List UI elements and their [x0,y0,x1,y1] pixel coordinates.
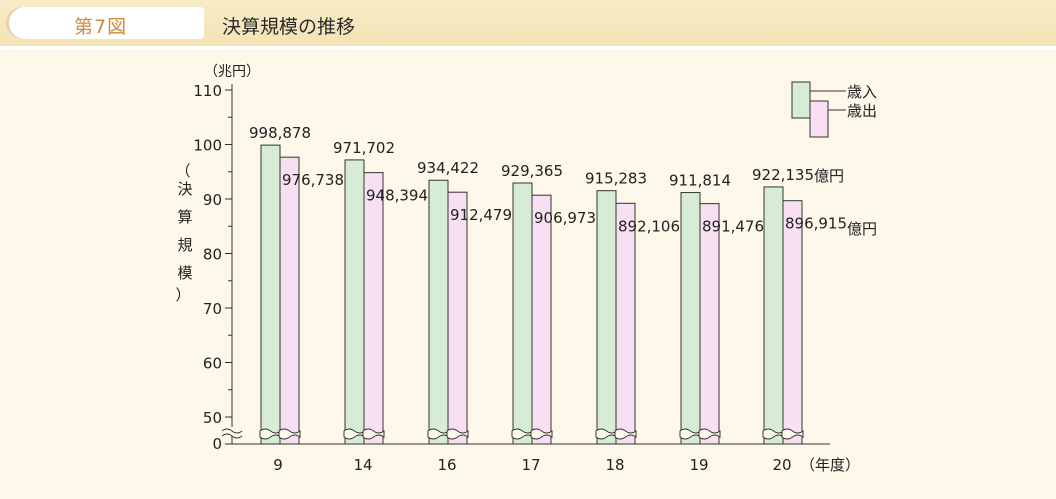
bar-break-mark [530,428,553,440]
legend-swatch-expenditure [809,100,829,138]
bar-break-mark [278,428,301,440]
revenue-value-label: 911,814 [669,172,731,190]
revenue-value-label: 915,283 [585,170,647,188]
expenditure-value-label: 906,973 [534,209,596,227]
y-tick-label: 80 [203,246,222,264]
bar-revenue [680,192,701,445]
bar-revenue [596,190,617,445]
expenditure-value-label: 912,479 [450,206,512,224]
x-tick-label: 19 [689,456,708,474]
expenditure-value-label: 892,106 [618,217,680,235]
expenditure-value-label: 891,476 [702,218,764,236]
bar-revenue [260,144,281,445]
bar-expenditure [782,200,803,445]
y-axis-label-char: 決 [177,180,192,198]
revenue-value-label: 998,878 [249,124,311,142]
bar-break-mark [614,428,637,440]
figure-number-tab [6,7,204,39]
bar-expenditure [615,202,636,445]
bar-expenditure [447,191,468,445]
bar-expenditure [279,156,300,445]
figure-number: 第7図 [74,16,128,38]
bar-expenditure [531,194,552,445]
y-axis-label-char: 算 [177,208,192,226]
legend-label-expenditure: 歳出 [847,102,877,120]
y-tick-label: 110 [193,82,222,100]
bar-revenue [512,182,533,445]
y-tick-label: 60 [203,355,222,373]
expenditure-unit-label: 億円 [847,220,877,238]
y-label-paren-open: （ [175,162,190,180]
y-unit-label: （兆円） [204,64,260,80]
y-tick-label: 50 [203,409,222,427]
y-label-paren-close: ） [175,286,190,304]
x-tick-label: 9 [273,456,283,474]
y-tick-label: 100 [193,137,222,155]
figure-header: 第7図 決算規模の推移 [0,0,1056,49]
x-tick-label: 16 [437,456,456,474]
revenue-value-label: 971,702 [333,139,395,157]
x-tick-label: 20 [772,456,791,474]
legend-swatch-revenue [791,81,811,119]
bar-revenue [763,186,784,445]
y-axis-label-char: 模 [177,264,192,282]
y-tick-label: 70 [203,300,222,318]
bar-revenue [344,159,365,445]
bar-break-mark [362,428,385,440]
revenue-unit-label: 億円 [814,167,844,185]
bar-expenditure [363,172,384,445]
x-unit-label: （年度） [800,456,860,474]
axis-break-mark [221,428,243,439]
bar-break-mark [781,428,804,440]
legend-label-revenue: 歳入 [847,83,877,101]
x-tick-label: 17 [521,456,540,474]
y-tick-label: 0 [212,435,222,453]
revenue-value-label: 934,422 [417,159,479,177]
bar-revenue [428,179,449,445]
revenue-value-label: 922,135 [752,166,814,184]
budget-scale-chart: 110 100 90 80 70 60 50 0 （兆円） （決算規模 ） 9 998,878 976,… [175,64,877,474]
expenditure-value-label: 976,738 [282,171,344,189]
y-tick-label: 90 [203,191,222,209]
x-tick-label: 14 [353,456,372,474]
bar-expenditure [699,203,720,445]
revenue-value-label: 929,365 [501,162,563,180]
x-tick-label: 18 [605,456,624,474]
y-axis-label-char: 規 [177,236,192,254]
figure-title: 決算規模の推移 [222,16,356,38]
expenditure-value-label: 948,394 [366,187,428,205]
expenditure-value-label: 896,915 [785,215,847,233]
bar-break-mark [446,428,469,440]
bar-break-mark [698,428,721,440]
